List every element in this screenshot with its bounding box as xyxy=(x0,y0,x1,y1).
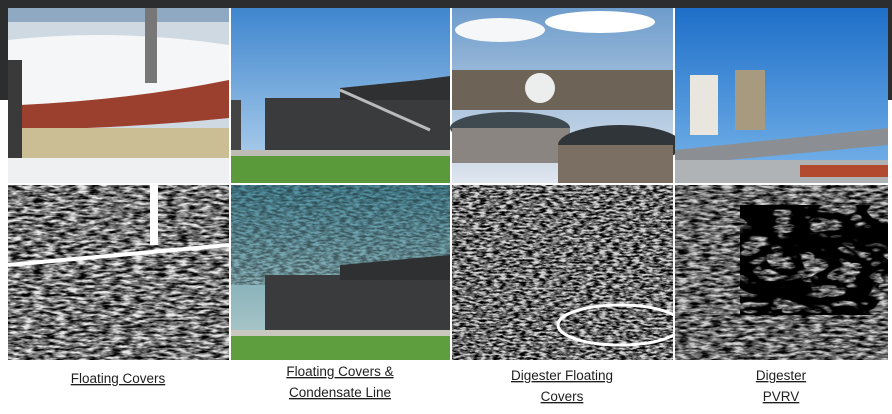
processed-digester-floating-covers xyxy=(452,185,684,360)
caption: Condensate Line xyxy=(289,385,391,400)
photo-digester-floating-covers xyxy=(450,8,682,183)
caption: Floating Covers & xyxy=(286,364,393,379)
photo-condensate-line xyxy=(231,8,450,183)
processed-pvrv xyxy=(675,185,888,360)
photo-pvrv xyxy=(675,8,888,183)
processed-condensate-line xyxy=(231,185,450,360)
top-band xyxy=(0,0,892,8)
caption: Digester Floating xyxy=(511,368,613,383)
left-band xyxy=(0,0,8,100)
processed-floating-covers xyxy=(7,185,230,360)
caption: Covers xyxy=(541,389,584,404)
caption: Floating Covers xyxy=(71,371,166,386)
caption: PVRV xyxy=(763,389,800,404)
caption: Digester xyxy=(756,368,807,383)
photo-floating-covers xyxy=(8,8,229,183)
